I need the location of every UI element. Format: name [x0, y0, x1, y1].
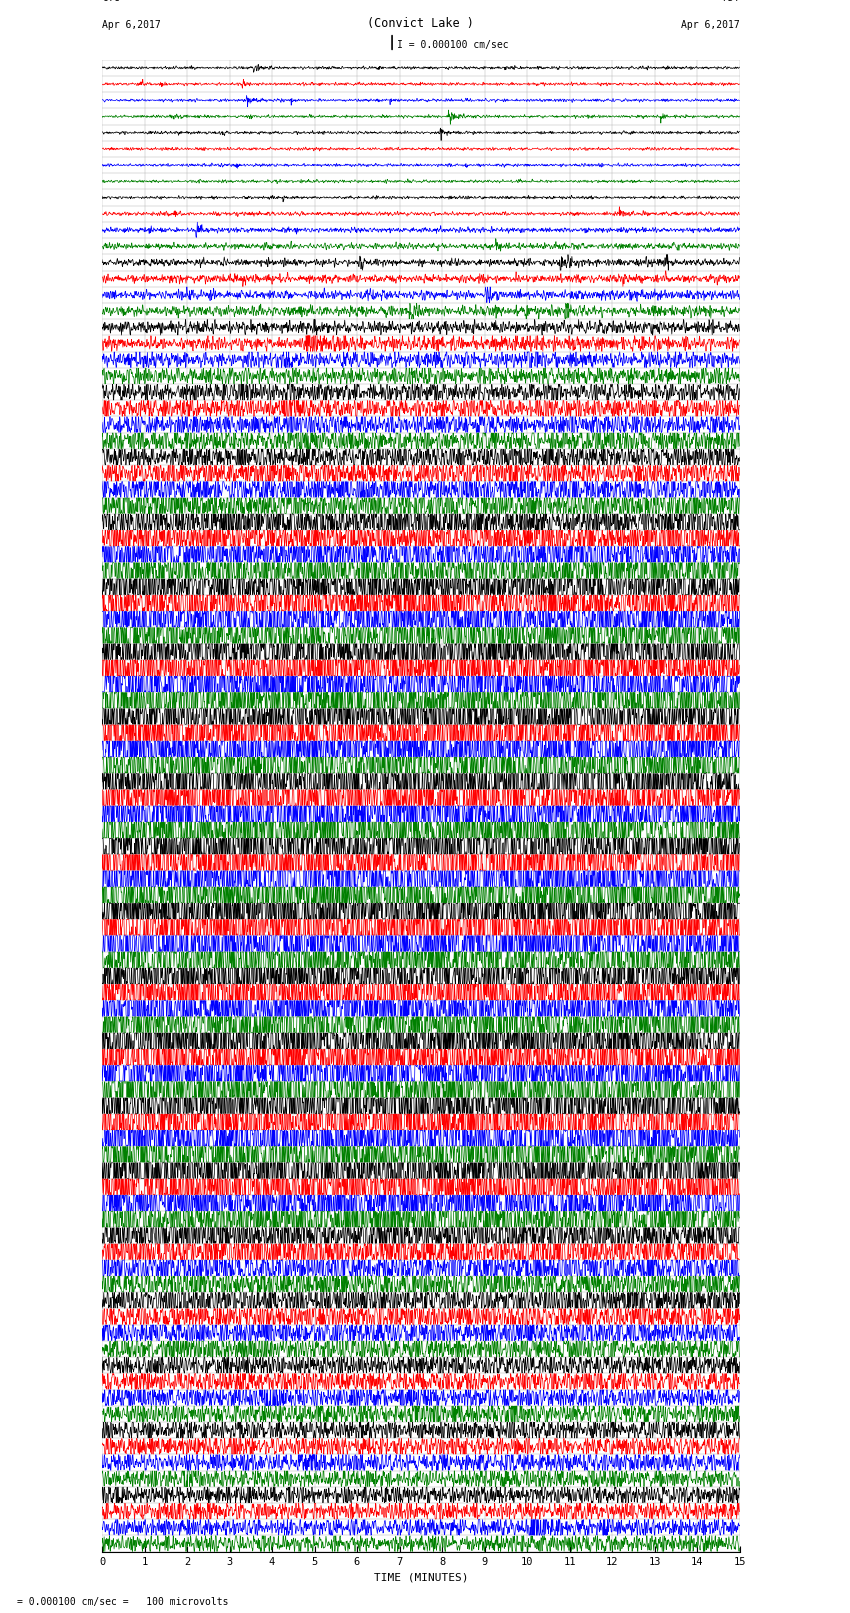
Text: UTC: UTC	[102, 0, 120, 3]
Text: MCV EHZ NC: MCV EHZ NC	[383, 0, 458, 3]
X-axis label: TIME (MINUTES): TIME (MINUTES)	[373, 1573, 468, 1582]
Text: Apr 6,2017: Apr 6,2017	[102, 19, 161, 31]
Text: (Convict Lake ): (Convict Lake )	[367, 16, 474, 31]
Text: Apr 6,2017: Apr 6,2017	[681, 19, 740, 31]
Text: = 0.000100 cm/sec =   100 microvolts: = 0.000100 cm/sec = 100 microvolts	[17, 1597, 229, 1607]
Text: PDT: PDT	[722, 0, 740, 3]
Text: I = 0.000100 cm/sec: I = 0.000100 cm/sec	[396, 40, 508, 50]
